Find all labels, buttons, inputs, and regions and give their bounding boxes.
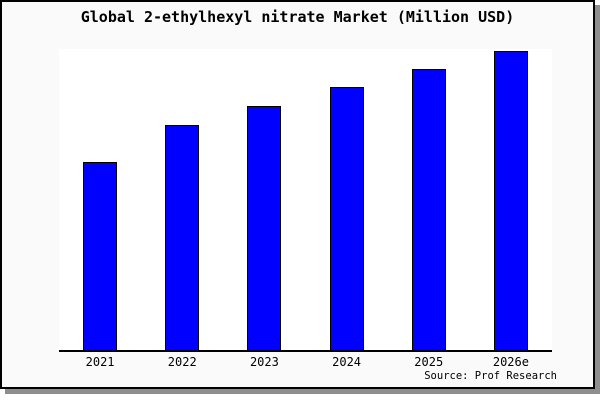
x-tick-2024: 2024 xyxy=(332,355,362,369)
bar-2022 xyxy=(165,125,200,350)
bar-2024 xyxy=(329,87,364,350)
x-tick-2025: 2025 xyxy=(414,355,444,369)
bar-2023 xyxy=(247,106,282,350)
chart-title: Global 2-ethylhexyl nitrate Market (Mill… xyxy=(80,8,515,26)
bar-2026e xyxy=(493,51,528,350)
source-credit: Source: Prof Research xyxy=(424,370,557,382)
bar-2021 xyxy=(83,162,118,350)
x-tick-2026e: 2026e xyxy=(492,355,529,369)
x-tick-2022: 2022 xyxy=(167,355,197,369)
x-tick-2023: 2023 xyxy=(249,355,279,369)
bar-2025 xyxy=(411,69,446,350)
chart-figure: Global 2-ethylhexyl nitrate Market (Mill… xyxy=(0,0,595,389)
x-tick-2021: 2021 xyxy=(85,355,115,369)
plot-area xyxy=(59,49,552,352)
